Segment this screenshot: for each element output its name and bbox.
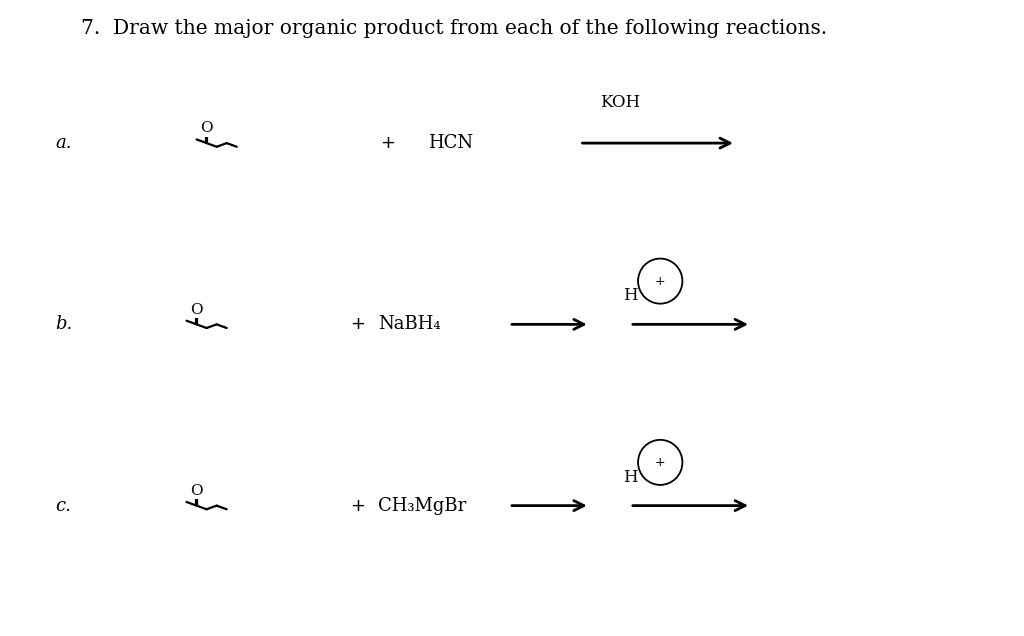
Text: NaBH₄: NaBH₄ bbox=[378, 315, 440, 333]
Text: c.: c. bbox=[55, 497, 72, 515]
Text: +: + bbox=[655, 456, 666, 469]
Text: HCN: HCN bbox=[428, 134, 473, 152]
Text: +: + bbox=[350, 497, 366, 515]
Text: O: O bbox=[190, 484, 203, 498]
Text: O: O bbox=[201, 121, 213, 135]
Text: +: + bbox=[350, 315, 366, 333]
Text: H: H bbox=[623, 469, 637, 485]
Text: CH₃MgBr: CH₃MgBr bbox=[378, 497, 466, 515]
Text: 7.  Draw the major organic product from each of the following reactions.: 7. Draw the major organic product from e… bbox=[81, 19, 826, 38]
Text: +: + bbox=[655, 275, 666, 287]
Text: KOH: KOH bbox=[600, 94, 640, 111]
Text: b.: b. bbox=[55, 315, 73, 333]
Text: a.: a. bbox=[55, 134, 72, 152]
Text: H: H bbox=[623, 287, 637, 304]
Text: O: O bbox=[190, 303, 203, 317]
Text: +: + bbox=[381, 134, 395, 152]
